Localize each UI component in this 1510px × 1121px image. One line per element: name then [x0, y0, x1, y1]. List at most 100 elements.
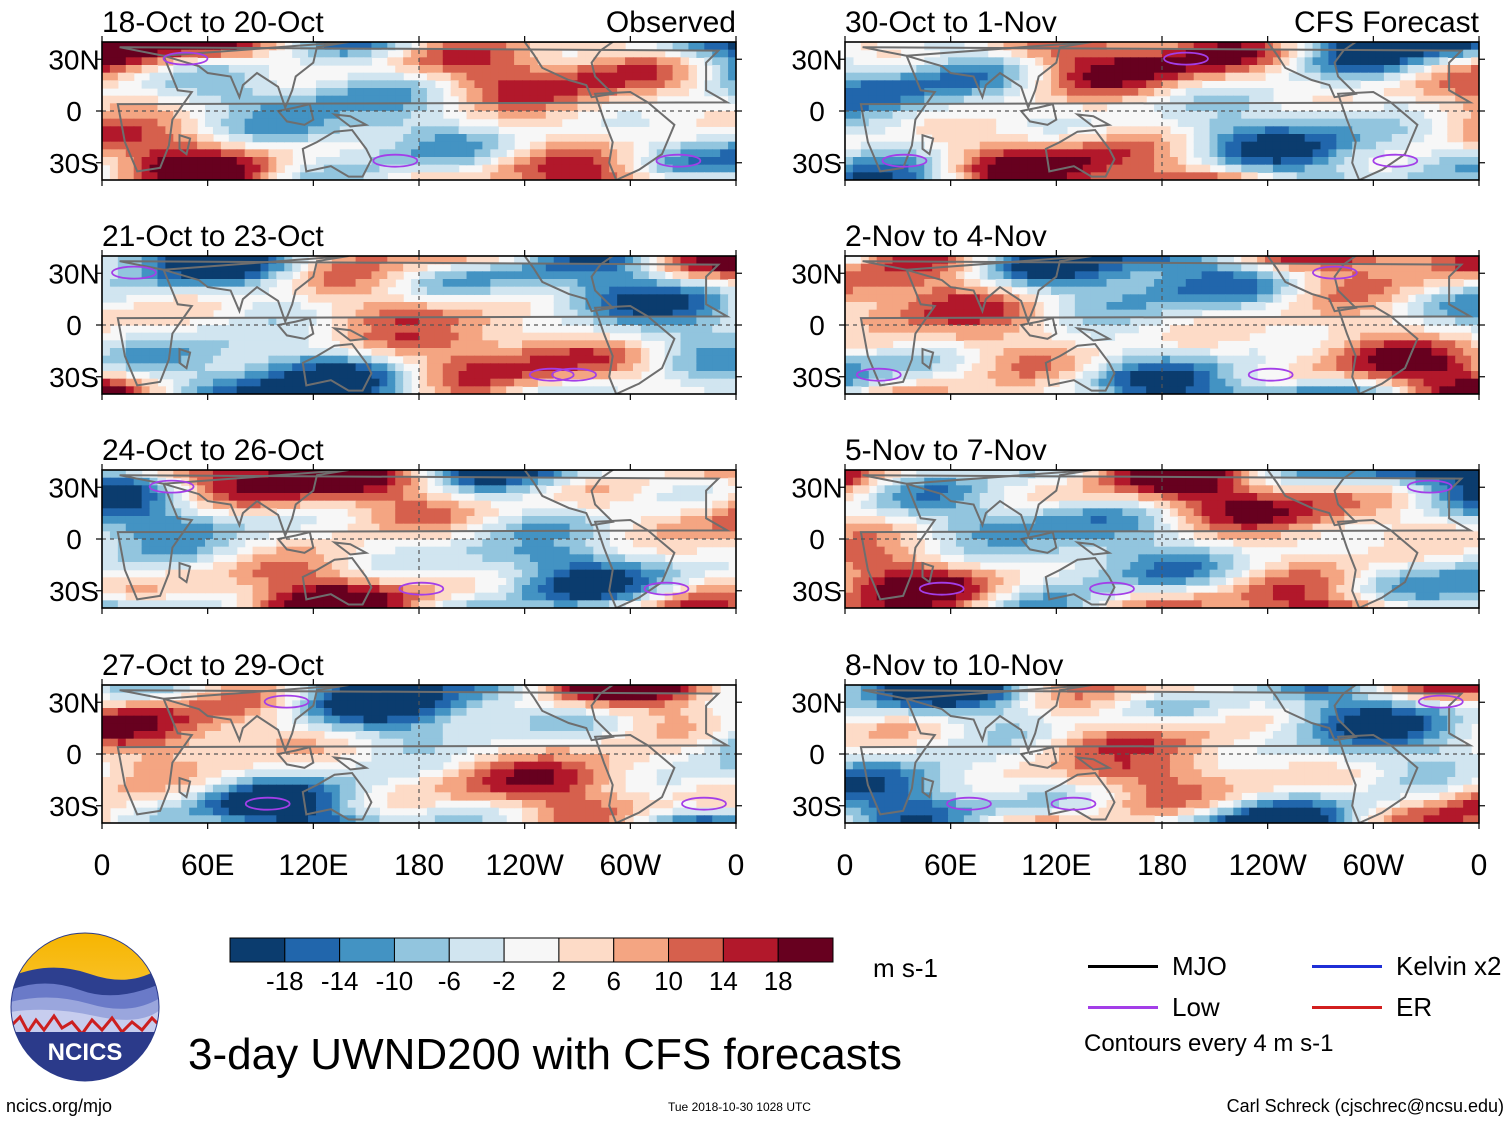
- colorbar-swatch: [613, 937, 670, 963]
- colorbar-swatch: [503, 937, 560, 963]
- y-tick-label: 30S: [792, 791, 842, 822]
- panel-8: 30N 0 30S 8-Nov to 10-Nov 0 60E 120E 180 120W 60W…: [791, 649, 1487, 882]
- colorbar-tick-label: 2: [552, 966, 566, 996]
- y-tick-label: 0: [66, 524, 82, 555]
- x-tick-label: 0: [837, 849, 854, 882]
- legend-er-swatch: [1312, 1006, 1382, 1009]
- panel-7-low-contours: [918, 479, 1453, 596]
- panel-6-low-contours: [855, 265, 1358, 382]
- panel-1-label: 18-Oct to 20-Oct: [102, 6, 324, 39]
- colorbar-swatch: [558, 937, 615, 963]
- panel-1-field: [102, 42, 736, 180]
- colorbar-tick-label: 10: [654, 966, 683, 996]
- y-tick-label: 0: [809, 310, 825, 341]
- y-tick-label: 30N: [48, 44, 99, 75]
- panel-5-coastlines: [859, 42, 1474, 180]
- colorbar-swatch: [668, 937, 724, 963]
- logo-text: NCICS: [48, 1039, 123, 1066]
- y-tick-label: 30N: [791, 687, 842, 718]
- panel-5-label: 30-Oct to 1-Nov: [845, 6, 1057, 39]
- colorbar-swatch: [393, 937, 450, 963]
- panel-4-label: 27-Oct to 29-Oct: [102, 649, 324, 682]
- colorbar-swatch: [229, 937, 286, 963]
- colorbar-swatch: [722, 937, 779, 963]
- legend-er-label: ER: [1396, 992, 1433, 1022]
- y-tick-label: 30N: [48, 472, 99, 503]
- y-tick-label: 30S: [49, 576, 99, 607]
- panel-1: 30N 0 30S 18-Oct to 20-Oct Observed: [48, 6, 742, 186]
- legend-low: Low: [1088, 992, 1220, 1023]
- x-tick-label: 120W: [1228, 849, 1307, 882]
- legend-low-swatch: [1088, 1006, 1158, 1009]
- panel-7: 30N 0 30S 5-Nov to 7-Nov: [791, 434, 1485, 614]
- legend-kelvin-swatch: [1312, 965, 1382, 968]
- panel-8-ticks: [839, 679, 1485, 829]
- panel-3-label: 24-Oct to 26-Oct: [102, 434, 324, 467]
- panel-8-label: 8-Nov to 10-Nov: [845, 649, 1063, 682]
- x-tick-label: 60W: [599, 849, 661, 882]
- y-tick-label: 30S: [49, 791, 99, 822]
- colorbar-tick-label: 18: [764, 966, 793, 996]
- column-header-1: Observed: [606, 6, 736, 39]
- panel-2-label: 21-Oct to 23-Oct: [102, 220, 324, 253]
- x-tick-label: 120E: [1021, 849, 1091, 882]
- panel-8-low-contours: [946, 694, 1464, 811]
- panel-6-label: 2-Nov to 4-Nov: [845, 220, 1047, 253]
- colorbar-tick-label: -14: [321, 966, 359, 996]
- panel-3-ticks: [96, 464, 742, 614]
- y-tick-label: 0: [66, 310, 82, 341]
- panel-4-ticks: [96, 679, 742, 829]
- legend-kelvin-label: Kelvin x2: [1396, 951, 1502, 981]
- x-tick-label: 0: [94, 849, 111, 882]
- colorbar-tick-label: -10: [376, 966, 414, 996]
- y-tick-label: 0: [66, 96, 82, 127]
- panels-group: 30N 0 30S 18-Oct to 20-Oct Observed 30N 0 30S 21…: [48, 6, 1487, 882]
- colorbar-units: m s-1: [873, 953, 938, 983]
- colorbar-swatch: [284, 937, 341, 963]
- footer-author: Carl Schreck (cjschrec@ncsu.edu): [1226, 1096, 1504, 1116]
- footer-url[interactable]: ncics.org/mjo: [6, 1096, 113, 1116]
- panel-2-low-contours: [111, 265, 597, 382]
- colorbar-tick-label: -2: [493, 966, 516, 996]
- panel-6: 30N 0 30S 2-Nov to 4-Nov: [791, 220, 1485, 400]
- panel-7-label: 5-Nov to 7-Nov: [845, 434, 1047, 467]
- panel-3-low-contours: [148, 479, 690, 596]
- y-tick-label: 30S: [49, 362, 99, 393]
- x-tick-label: 120E: [278, 849, 348, 882]
- y-tick-label: 30S: [792, 362, 842, 393]
- panel-4-low-contours: [244, 694, 727, 811]
- y-tick-label: 30S: [792, 148, 842, 179]
- legend-er: ER: [1312, 992, 1432, 1023]
- colorbar-swatch: [777, 937, 834, 963]
- panel-7-field: [845, 470, 1479, 608]
- x-tick-label: 180: [394, 849, 444, 882]
- ncics-logo: NCICS: [10, 932, 160, 1082]
- panel-7-coastlines: [859, 470, 1474, 608]
- figure-title: 3-day UWND200 with CFS forecasts: [188, 1030, 902, 1079]
- panel-8-coastlines: [859, 685, 1474, 823]
- panel-2-ticks: [96, 250, 742, 400]
- y-tick-label: 0: [809, 96, 825, 127]
- y-tick-label: 0: [66, 739, 82, 770]
- footer-timestamp: Tue 2018-10-30 1028 UTC: [668, 1100, 811, 1114]
- y-tick-label: 30N: [48, 258, 99, 289]
- panel-4-coastlines: [116, 685, 731, 823]
- panel-4: 30N 0 30S 27-Oct to 29-Oct 0 60E 120E 180 120W 60…: [48, 649, 744, 882]
- y-tick-label: 30S: [792, 576, 842, 607]
- panel-3-coastlines: [116, 470, 731, 608]
- colorbar: -18 -14 -10 -6 -2 2 6 10 14 18: [229, 937, 834, 996]
- panel-1-ticks: [96, 36, 742, 186]
- legend-mjo-swatch: [1088, 965, 1158, 968]
- colorbar-swatch: [448, 937, 505, 963]
- legend-mjo-label: MJO: [1172, 951, 1227, 981]
- y-tick-label: 30N: [48, 687, 99, 718]
- legend-low-label: Low: [1172, 992, 1220, 1022]
- panel-2: 30N 0 30S 21-Oct to 23-Oct: [48, 220, 742, 400]
- x-tick-label: 0: [1471, 849, 1488, 882]
- panel-1-coastlines: [116, 42, 731, 180]
- panel-5: 30N 0 30S 30-Oct to 1-Nov CFS Forecast: [791, 6, 1485, 186]
- y-tick-label: 30S: [49, 148, 99, 179]
- x-tick-label: 60E: [924, 849, 977, 882]
- colorbar-swatch: [339, 937, 395, 963]
